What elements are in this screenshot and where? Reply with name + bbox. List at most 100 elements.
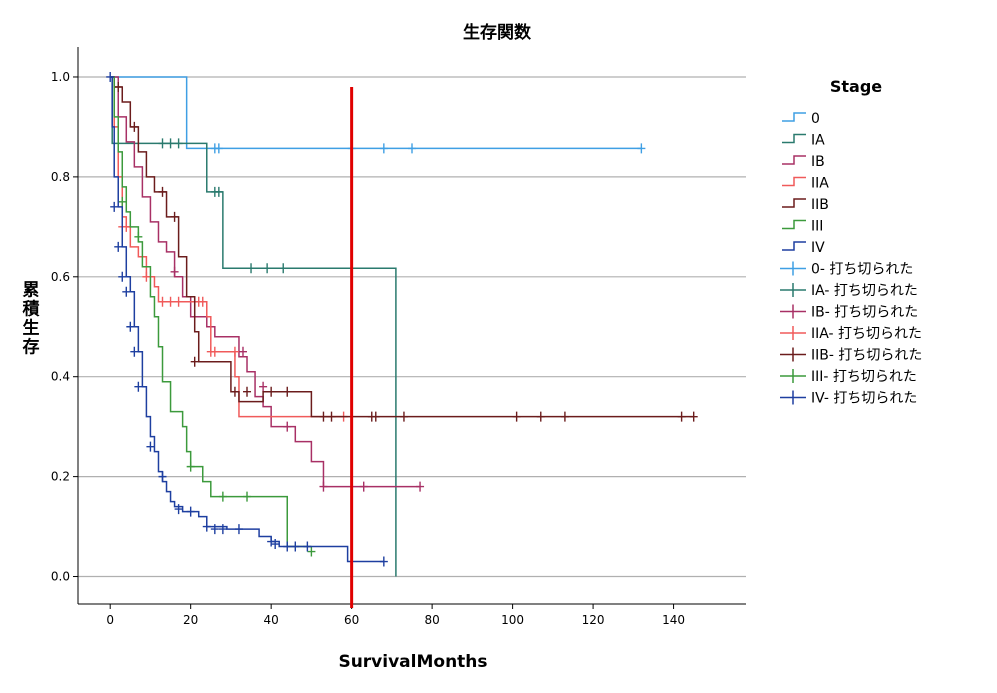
censor-mark <box>271 539 280 550</box>
censor-mark <box>158 296 167 307</box>
censor-mark <box>170 266 179 277</box>
censor-mark <box>110 201 119 212</box>
censor-mark <box>166 138 175 149</box>
legend-swatch-step <box>782 219 806 230</box>
plot-area: 0.0 0.2 0.4 0.6 0.8 1.0 0 20 40 60 80 100 120 140 <box>51 47 746 627</box>
censor-mark <box>399 411 408 422</box>
legend-item: III- 打ち切られた <box>780 368 917 385</box>
legend-swatch-censor <box>780 369 806 383</box>
x-tick-label: 80 <box>424 613 439 627</box>
survival-curve <box>110 76 384 563</box>
legend-swatch-censor <box>780 304 806 319</box>
survival-curve <box>110 76 421 488</box>
censor-mark <box>283 541 292 552</box>
series-IB <box>110 76 425 492</box>
x-tick-label: 100 <box>501 613 524 627</box>
x-tick-label: 60 <box>344 613 359 627</box>
censor-mark <box>142 271 151 282</box>
legend-label: IIA- 打ち切られた <box>811 325 922 342</box>
censor-mark <box>158 471 167 482</box>
censor-mark <box>416 481 425 492</box>
censor-mark <box>174 138 183 149</box>
survival-curve <box>110 76 642 150</box>
censor-mark <box>158 186 167 197</box>
legend-item: III <box>782 219 823 235</box>
censor-mark <box>371 411 380 422</box>
chart-title: 生存関数 <box>463 22 532 43</box>
series-0 <box>110 76 646 154</box>
legend-swatch-censor <box>780 347 806 362</box>
censor-mark <box>259 381 268 392</box>
censor-mark <box>174 296 183 307</box>
series-IIA <box>110 76 348 422</box>
y-tick-label: 1.0 <box>51 70 70 84</box>
legend-item: IA <box>782 133 825 149</box>
y-tick-label: 0.4 <box>51 370 70 384</box>
legend-item: IIB- 打ち切られた <box>780 347 922 364</box>
censor-mark <box>210 346 219 357</box>
censor-mark <box>379 143 388 154</box>
legend-label: IA- 打ち切られた <box>811 282 918 299</box>
censor-mark <box>158 138 167 149</box>
censor-mark <box>512 411 521 422</box>
x-tick-label: 140 <box>662 613 685 627</box>
legend-label: IB- 打ち切られた <box>811 304 918 321</box>
censor-mark <box>118 196 127 207</box>
legend-label: IB <box>811 154 825 170</box>
censor-mark <box>283 386 292 397</box>
censor-mark <box>186 506 195 517</box>
survival-curve <box>110 76 312 548</box>
series-IV <box>106 71 388 567</box>
censor-mark <box>198 296 207 307</box>
legend-item: IIA <box>782 176 829 192</box>
censor-mark <box>319 481 328 492</box>
legend-swatch-step <box>782 176 806 187</box>
legend-swatch-step <box>782 241 806 251</box>
legend-label: IIB <box>811 197 829 213</box>
censor-mark <box>677 411 686 422</box>
survival-curve <box>110 76 694 418</box>
censor-mark <box>114 81 123 92</box>
censor-mark <box>214 186 223 197</box>
legend-swatch-censor <box>780 390 806 405</box>
censor-mark <box>307 546 316 557</box>
x-axis-title: SurvivalMonths <box>338 652 487 672</box>
legend-item: IIB <box>782 197 829 213</box>
censor-mark <box>122 286 131 297</box>
censor-mark <box>146 441 155 452</box>
censor-mark <box>267 536 276 547</box>
legend-swatch-censor <box>780 283 806 297</box>
censor-mark <box>637 143 646 154</box>
legend: Stage 0 IA IB IIA IIB III IV 0- 打ち切られた IA- 打ち切られた… <box>780 77 922 407</box>
censor-mark <box>379 556 388 567</box>
y-tick-label: 0.0 <box>51 570 70 584</box>
censor-mark <box>186 461 195 472</box>
censor-mark <box>114 241 123 252</box>
censor-mark <box>243 491 252 502</box>
legend-swatch-step <box>782 198 806 208</box>
legend-label: IIB- 打ち切られた <box>811 347 922 364</box>
censor-mark <box>327 411 336 422</box>
legend-item: IB- 打ち切られた <box>780 304 918 321</box>
legend-label: IA <box>811 133 825 149</box>
censor-mark <box>174 504 183 515</box>
y-axis-title: 累積生存 <box>23 281 41 358</box>
censor-mark <box>130 346 139 357</box>
y-tick-label: 0.6 <box>51 270 70 284</box>
censor-mark <box>214 143 223 154</box>
legend-item: IIA- 打ち切られた <box>780 325 922 342</box>
legend-item: IV- 打ち切られた <box>780 390 917 407</box>
legend-label: IIA <box>811 176 829 192</box>
censor-mark <box>118 271 127 282</box>
censor-mark <box>359 481 368 492</box>
censor-mark <box>230 346 239 357</box>
x-tick-label: 0 <box>106 613 114 627</box>
x-tick-label: 20 <box>183 613 198 627</box>
censor-mark <box>130 121 139 132</box>
legend-label: III- 打ち切られた <box>811 368 917 385</box>
censor-mark <box>234 524 243 535</box>
censor-mark <box>283 421 292 432</box>
censor-mark <box>134 381 143 392</box>
censor-mark <box>267 386 276 397</box>
legend-item: IA- 打ち切られた <box>780 282 918 299</box>
